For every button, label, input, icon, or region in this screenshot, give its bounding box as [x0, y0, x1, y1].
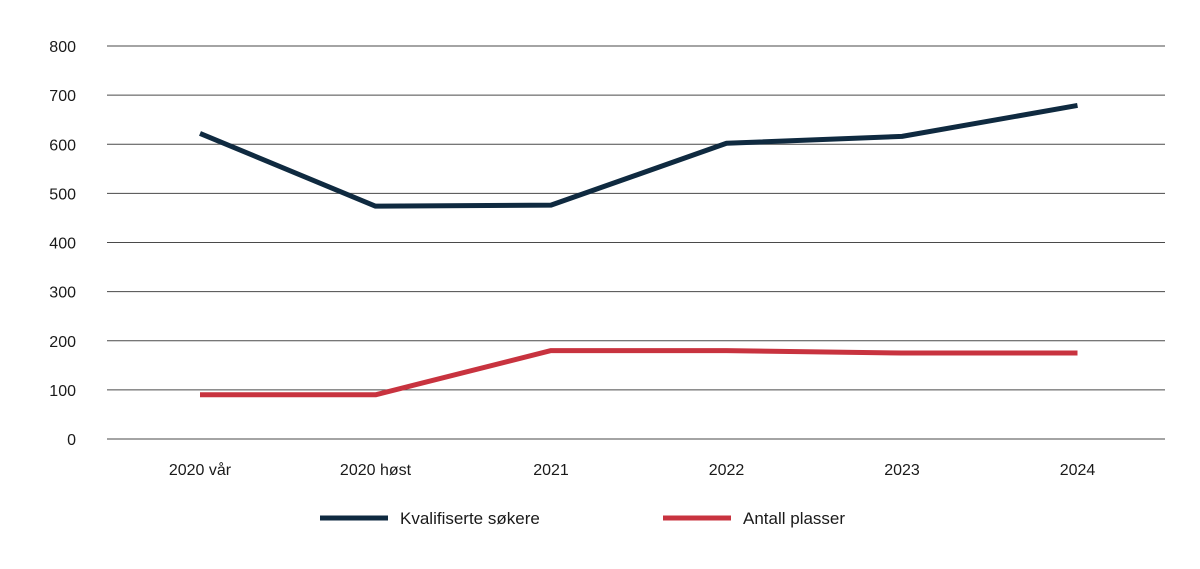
legend-label-0: Kvalifiserte søkere	[400, 509, 540, 528]
legend: Kvalifiserte søkere Antall plasser	[320, 509, 845, 528]
x-tick-label: 2021	[533, 462, 569, 479]
gridlines	[107, 45, 1165, 440]
x-tick-label: 2020 høst	[340, 462, 412, 479]
x-axis-ticks: 2020 vår 2020 høst 2021 2022 2023 2024	[169, 461, 1096, 479]
y-tick-label: 400	[49, 236, 76, 253]
series-lines	[199, 102, 1078, 398]
y-axis-ticks: 0 100 200 300 400 500 600 700 800	[49, 39, 76, 449]
y-tick-label: 0	[67, 432, 76, 449]
y-tick-label: 600	[49, 137, 76, 154]
x-tick-label: 2020 vår	[169, 461, 232, 479]
series-line-0	[199, 102, 1078, 209]
x-tick-label: 2023	[884, 462, 920, 479]
y-tick-label: 800	[49, 39, 76, 56]
y-tick-label: 500	[49, 186, 76, 203]
y-tick-label: 300	[49, 285, 76, 302]
legend-label-1: Antall plasser	[743, 509, 845, 528]
series-line-1	[200, 348, 1078, 398]
x-tick-label: 2024	[1060, 462, 1096, 479]
y-tick-label: 700	[49, 88, 76, 105]
y-tick-label: 200	[49, 334, 76, 351]
x-tick-label: 2022	[709, 462, 745, 479]
y-tick-label: 100	[49, 383, 76, 400]
